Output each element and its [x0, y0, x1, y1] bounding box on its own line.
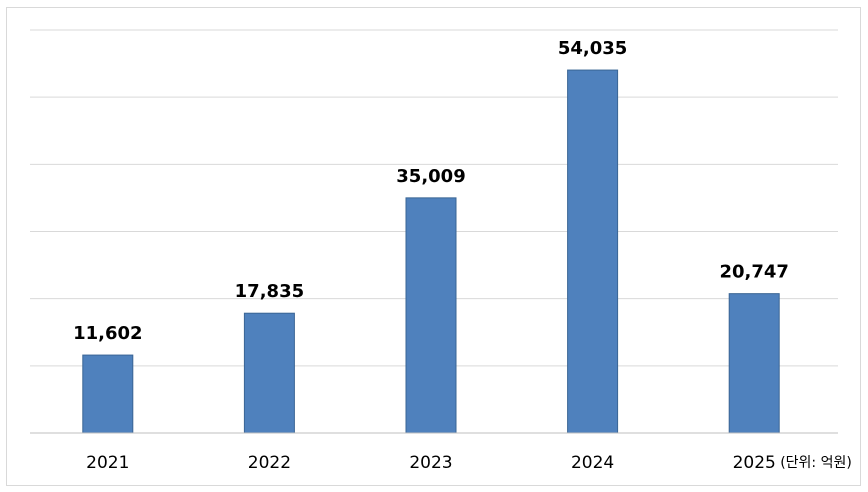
value-label-2022: 17,835	[235, 281, 304, 302]
bar-2021	[82, 354, 134, 434]
bar-2025	[728, 293, 780, 434]
value-labels: 11,602 17,835 35,009 54,035 20,747	[73, 38, 789, 344]
bars	[82, 69, 780, 434]
gridlines	[30, 29, 838, 367]
unit-note: (단위: 억원)	[780, 455, 852, 471]
bar-2023	[405, 197, 457, 434]
value-label-2024: 54,035	[558, 38, 627, 59]
value-label-2021: 11,602	[73, 323, 142, 344]
bar-2022	[243, 312, 295, 434]
x-tick-label-2021: 2021	[86, 453, 129, 473]
x-tick-label-2025: 2025	[733, 453, 776, 473]
x-tick-label-2023: 2023	[409, 453, 452, 473]
bar-2024	[567, 69, 619, 434]
value-label-2023: 35,009	[396, 166, 465, 187]
x-tick-label-2024: 2024	[571, 453, 614, 473]
x-tick-label-2022: 2022	[248, 453, 291, 473]
value-label-2025: 20,747	[719, 262, 788, 283]
x-tick-labels: 2021 2022 2023 2024 2025	[86, 453, 776, 473]
